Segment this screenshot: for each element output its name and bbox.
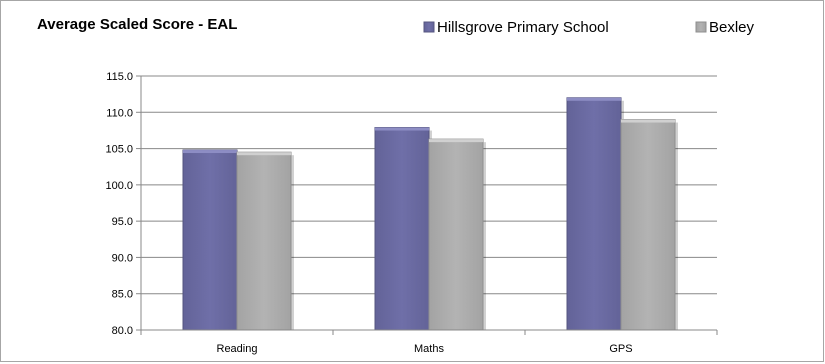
legend-swatch bbox=[423, 21, 435, 33]
bars bbox=[182, 97, 678, 331]
y-tick-label: 105.0 bbox=[105, 144, 133, 156]
bar-hillsgrove-primary-school-reading bbox=[182, 149, 238, 331]
bar-highlight bbox=[237, 152, 291, 156]
y-axis-ticks: 80.0 85.0 90.0 95.0 100.0 105.0 110.0 115.0 bbox=[105, 71, 141, 337]
bar-hillsgrove-primary-school-gps bbox=[566, 97, 622, 331]
x-axis-ticks: Reading Maths GPS bbox=[140, 330, 718, 355]
legend-swatch bbox=[695, 21, 707, 33]
bar-highlight bbox=[429, 139, 483, 143]
bar-highlight bbox=[567, 97, 621, 101]
x-tick-label: Reading bbox=[217, 343, 258, 355]
y-tick-label: 100.0 bbox=[105, 180, 133, 192]
legend-label: Hillsgrove Primary School bbox=[437, 19, 609, 36]
axes bbox=[140, 76, 717, 331]
legend: Hillsgrove Primary School Bexley bbox=[423, 19, 755, 36]
bar-highlight bbox=[621, 119, 675, 123]
bar-bexley-maths bbox=[428, 138, 484, 331]
y-tick-label: 90.0 bbox=[112, 252, 133, 264]
bar-hillsgrove-primary-school-maths bbox=[374, 127, 430, 331]
y-tick-label: 110.0 bbox=[106, 107, 133, 119]
chart-title: Average Scaled Score - EAL bbox=[37, 16, 237, 33]
y-tick-label: 95.0 bbox=[112, 216, 133, 228]
bar-highlight bbox=[183, 150, 237, 154]
y-tick-label: 115.0 bbox=[106, 71, 133, 83]
y-tick-label: 85.0 bbox=[112, 289, 133, 301]
y-tick-label: 80.0 bbox=[112, 325, 133, 337]
legend-label: Bexley bbox=[709, 19, 755, 36]
bar-bexley-reading bbox=[236, 151, 292, 331]
x-tick-label: Maths bbox=[414, 343, 444, 355]
bar-highlight bbox=[375, 127, 429, 131]
x-tick-label: GPS bbox=[609, 343, 632, 355]
bar-bexley-gps bbox=[620, 119, 676, 331]
